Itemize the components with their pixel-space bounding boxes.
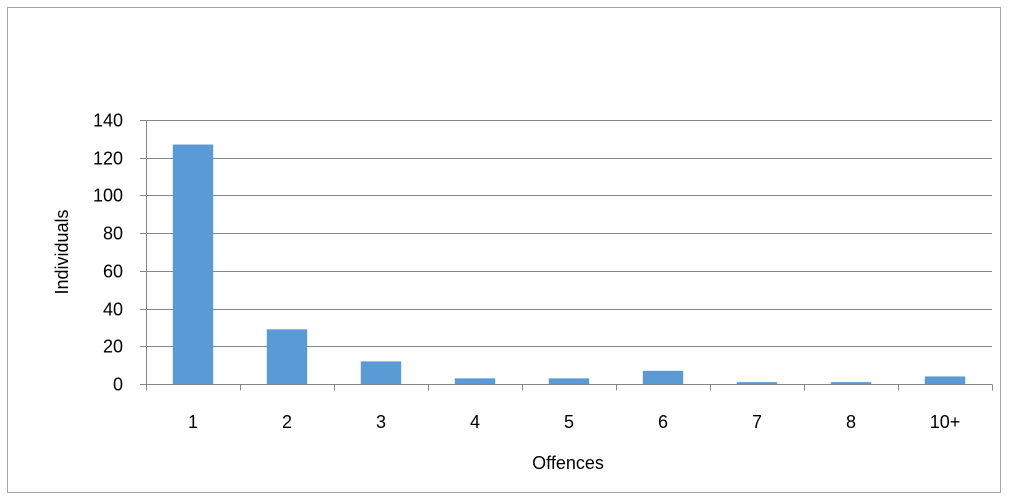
x-tick-label: 7 bbox=[752, 412, 762, 432]
y-tick-label: 80 bbox=[103, 224, 123, 244]
bar-3 bbox=[360, 361, 402, 384]
bar-2 bbox=[266, 329, 308, 384]
bars bbox=[172, 144, 966, 384]
chart-area bbox=[7, 7, 1001, 493]
x-tick-label: 1 bbox=[188, 412, 198, 432]
y-tick-label: 40 bbox=[103, 300, 123, 320]
bar-5 bbox=[548, 378, 590, 384]
x-axis-title: Offences bbox=[532, 453, 604, 473]
y-axis-title: Individuals bbox=[52, 209, 72, 294]
bar-6 bbox=[642, 370, 684, 384]
y-tick-label: 0 bbox=[113, 375, 123, 395]
bar-10+ bbox=[924, 376, 966, 384]
bar-7 bbox=[736, 382, 778, 384]
x-axis-ticks: 1 2 3 4 5 6 7 8 10+ bbox=[188, 412, 960, 432]
y-tick-label: 60 bbox=[103, 262, 123, 282]
x-axis bbox=[146, 384, 993, 391]
y-tick-label: 100 bbox=[93, 186, 123, 206]
y-axis-ticks: 0 20 40 60 80 100 120 140 bbox=[93, 111, 123, 395]
y-tick-label: 120 bbox=[93, 149, 123, 169]
y-tick-label: 140 bbox=[93, 111, 123, 131]
x-tick-label: 5 bbox=[564, 412, 574, 432]
bar-1 bbox=[172, 144, 214, 384]
x-tick-label: 8 bbox=[846, 412, 856, 432]
x-tick-label: 3 bbox=[376, 412, 386, 432]
x-tick-label: 4 bbox=[470, 412, 480, 432]
x-tick-label: 2 bbox=[282, 412, 292, 432]
y-tick-label: 20 bbox=[103, 337, 123, 357]
bar-8 bbox=[830, 382, 872, 384]
bar-4 bbox=[454, 378, 496, 384]
x-tick-label: 10+ bbox=[930, 412, 961, 432]
x-tick-label: 6 bbox=[658, 412, 668, 432]
